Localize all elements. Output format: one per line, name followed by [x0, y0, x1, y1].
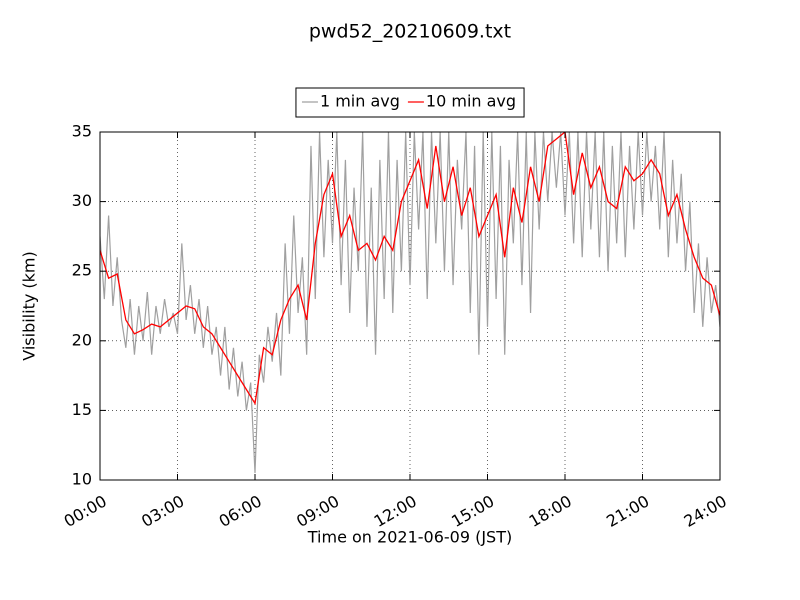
legend: 1 min avg 10 min avg — [295, 87, 525, 118]
x-axis-label: Time on 2021-06-09 (JST) — [307, 528, 512, 547]
y-tick-label: 15 — [72, 400, 92, 419]
legend-label: 10 min avg — [426, 92, 516, 111]
y-tick-label: 20 — [72, 330, 92, 349]
series-line — [100, 132, 720, 474]
plot-frame — [99, 131, 721, 481]
plot-area — [100, 132, 720, 474]
series-line — [100, 132, 720, 406]
chart-title: pwd52_20210609.txt — [309, 21, 511, 43]
y-tick-label: 10 — [72, 470, 92, 489]
y-tick-label: 25 — [72, 261, 92, 280]
y-axis-label: Visibility (km) — [20, 251, 39, 360]
y-tick-label: 35 — [72, 122, 92, 141]
y-tick-label: 30 — [72, 191, 92, 210]
legend-label: 1 min avg — [320, 92, 400, 111]
